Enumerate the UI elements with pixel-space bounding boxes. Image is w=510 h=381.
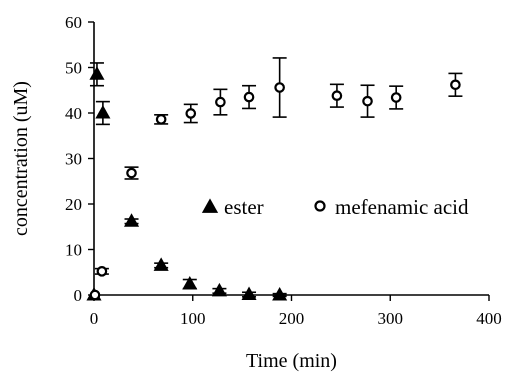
- y-tick-label: 30: [65, 150, 82, 169]
- legend: ester mefenamic acid: [201, 195, 469, 219]
- y-tick-label: 60: [65, 13, 82, 32]
- y-tick-label: 10: [65, 241, 82, 260]
- mefenamic-acid-point: [274, 82, 285, 93]
- y-axis-title: concentration (uM): [10, 81, 32, 236]
- x-tick-label: 300: [378, 309, 404, 328]
- error-bars: [89, 57, 463, 298]
- ticks: 0 10 20 30 40 50 60 0 100 200 300 400: [65, 13, 502, 328]
- legend-mefenamic-acid-marker: [314, 200, 326, 212]
- mefenamic-acid-point: [126, 167, 137, 179]
- x-tick-label: 200: [279, 309, 305, 328]
- legend-mefenamic-acid-label: mefenamic acid: [335, 195, 469, 219]
- y-tick-label: 20: [65, 195, 82, 214]
- axes: [93, 22, 489, 296]
- mefenamic-acid-point: [96, 266, 108, 277]
- x-tick-label: 400: [476, 309, 502, 328]
- mefenamic-acid-point: [185, 108, 197, 119]
- mefenamic-acid-point: [215, 96, 226, 108]
- legend-ester-label: ester: [224, 195, 264, 219]
- x-axis-title: Time (min): [246, 350, 337, 372]
- y-tick-label: 0: [74, 286, 83, 305]
- mefenamic-acid-point: [331, 90, 343, 102]
- ester-point: [89, 66, 105, 80]
- y-tick-label: 40: [65, 104, 82, 123]
- mefenamic-acid-point: [155, 114, 167, 125]
- mefenamic-acid-point: [390, 92, 402, 103]
- ester-point: [241, 286, 257, 301]
- x-tick-label: 100: [180, 309, 206, 328]
- x-tick-label: 0: [90, 309, 99, 328]
- legend-ester-marker: [201, 198, 219, 213]
- ester-point: [182, 276, 198, 290]
- mefenamic-acid-point: [362, 95, 373, 107]
- mefenamic-acid-point: [89, 289, 101, 301]
- ester-point: [272, 286, 288, 301]
- ester-point: [95, 104, 111, 119]
- ester-point: [211, 282, 227, 297]
- mefenamic-acid-point: [243, 91, 255, 103]
- data-marks: [86, 66, 461, 301]
- ester-point: [123, 213, 140, 227]
- mefenamic-acid-point: [450, 79, 461, 91]
- ester-point: [153, 257, 169, 271]
- y-tick-label: 50: [65, 59, 82, 78]
